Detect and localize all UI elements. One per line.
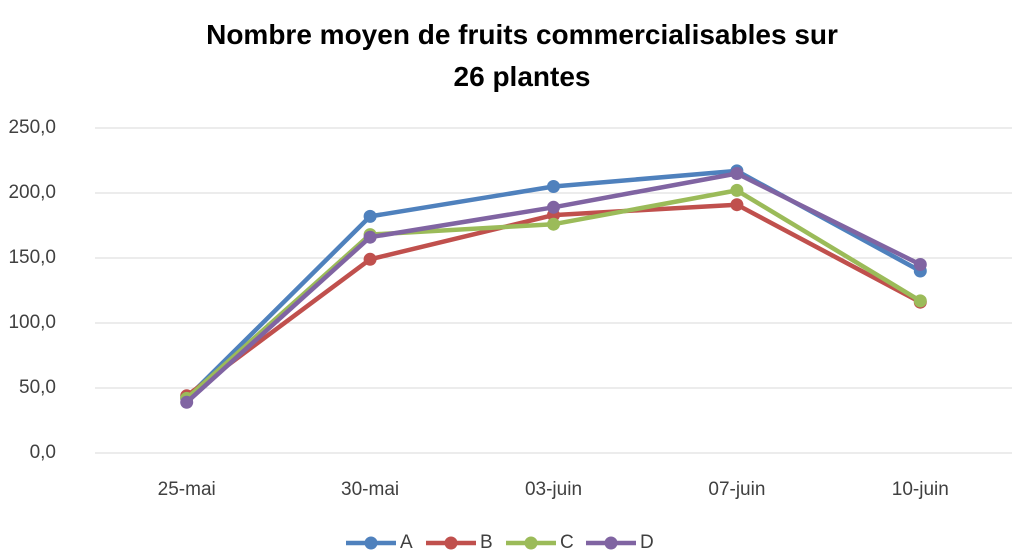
x-tick-label: 07-juin: [708, 479, 765, 500]
legend-label: A: [400, 532, 413, 553]
data-point: [913, 258, 927, 271]
chart-title: Nombre moyen de fruits commercialisables…: [206, 19, 838, 92]
y-tick-label: 0,0: [30, 442, 56, 463]
data-point: [913, 294, 927, 308]
y-tick-label: 250,0: [8, 117, 56, 138]
legend-marker: [524, 536, 538, 550]
data-point: [547, 180, 560, 193]
legend-marker: [444, 536, 458, 550]
y-tick-label: 50,0: [19, 377, 56, 398]
data-point: [363, 209, 377, 223]
y-tick-label: 200,0: [8, 182, 56, 203]
data-point: [730, 167, 744, 180]
x-tick-label: 10-juin: [892, 479, 949, 500]
data-point: [730, 183, 744, 197]
x-tick-label: 25-mai: [158, 479, 216, 500]
legend-label: D: [640, 532, 654, 553]
data-point: [547, 217, 560, 231]
data-point: [730, 198, 744, 212]
x-tick-label: 30-mai: [341, 479, 399, 500]
data-point: [363, 230, 377, 244]
data-point: [547, 200, 560, 214]
x-tick-label: 03-juin: [525, 479, 582, 500]
legend-label: C: [560, 532, 574, 553]
legend-marker: [604, 536, 618, 550]
legend-marker: [364, 536, 378, 550]
y-tick-label: 100,0: [8, 312, 56, 333]
y-tick-label: 150,0: [8, 247, 56, 268]
data-point: [363, 252, 377, 266]
legend-label: B: [480, 532, 493, 553]
data-point: [180, 395, 194, 409]
